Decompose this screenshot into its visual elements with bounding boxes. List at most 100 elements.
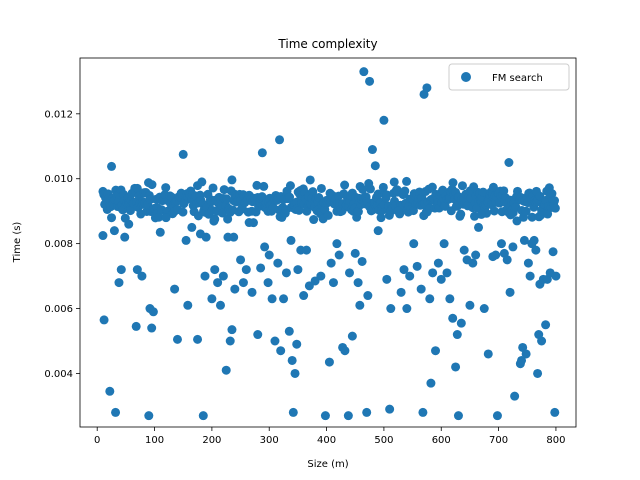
data-point — [519, 235, 529, 245]
data-point — [178, 149, 188, 159]
data-point — [376, 213, 386, 223]
data-point — [181, 235, 191, 245]
data-point — [244, 218, 254, 228]
data-point — [408, 206, 418, 216]
data-point — [290, 368, 300, 378]
data-point — [131, 321, 141, 331]
data-point — [370, 161, 380, 171]
data-point — [225, 336, 235, 346]
x-tick-label: 0 — [94, 435, 100, 446]
data-point — [109, 226, 119, 236]
data-point — [116, 265, 126, 275]
data-point — [457, 181, 467, 191]
data-point — [491, 250, 501, 260]
data-point — [442, 268, 452, 278]
data-point — [147, 323, 157, 333]
data-point — [287, 355, 297, 365]
data-point — [172, 334, 182, 344]
data-point — [222, 194, 232, 204]
data-point — [309, 215, 319, 225]
data-point — [105, 386, 115, 396]
data-point — [502, 255, 512, 265]
data-point — [456, 318, 466, 328]
data-point — [276, 346, 286, 356]
series-fm-search-dense-band — [98, 175, 560, 228]
data-point — [382, 190, 392, 200]
data-point — [323, 210, 333, 220]
data-point — [550, 203, 560, 213]
series-fm-search-points — [98, 67, 561, 421]
data-point — [170, 284, 180, 294]
data-point — [433, 258, 443, 268]
data-point — [367, 145, 377, 155]
data-point — [99, 315, 109, 325]
data-point — [386, 304, 396, 314]
data-point — [275, 135, 285, 145]
data-point — [431, 346, 441, 356]
data-point — [474, 222, 484, 232]
data-point — [334, 250, 344, 260]
data-point — [294, 205, 304, 215]
data-point — [350, 248, 360, 258]
data-point — [288, 407, 298, 417]
data-point — [257, 148, 267, 158]
data-point — [320, 411, 330, 421]
data-point — [286, 235, 296, 245]
data-point — [132, 265, 142, 275]
data-point — [483, 349, 493, 359]
data-point — [256, 263, 266, 273]
data-point — [365, 76, 375, 86]
data-point — [161, 213, 171, 223]
data-point — [362, 407, 372, 417]
data-point — [332, 239, 342, 249]
data-point — [445, 294, 455, 304]
x-tick-label: 400 — [317, 435, 336, 446]
data-point — [200, 271, 210, 281]
data-point — [499, 186, 509, 196]
data-point — [299, 291, 309, 301]
data-point — [120, 232, 130, 242]
data-point — [201, 232, 211, 242]
data-point — [448, 178, 458, 188]
data-point — [125, 206, 135, 216]
data-point — [465, 300, 475, 310]
data-point — [324, 357, 334, 367]
data-point — [452, 330, 462, 340]
data-point — [198, 411, 208, 421]
data-point — [512, 216, 522, 226]
data-point — [508, 242, 518, 252]
data-point — [468, 258, 478, 268]
data-point — [326, 258, 336, 268]
data-point — [363, 291, 373, 301]
data-point — [416, 284, 426, 294]
data-point — [548, 247, 558, 257]
data-point — [279, 294, 289, 304]
data-point — [396, 287, 406, 297]
legend: FM search — [448, 63, 570, 91]
data-point — [382, 274, 392, 284]
data-point — [521, 349, 531, 359]
data-point — [161, 183, 171, 193]
data-point — [207, 294, 217, 304]
data-point — [218, 271, 228, 281]
data-point — [504, 158, 514, 168]
data-point — [459, 245, 469, 255]
data-point — [426, 378, 436, 388]
data-point — [439, 239, 449, 249]
data-point — [293, 265, 303, 275]
data-point — [428, 268, 438, 278]
data-point — [210, 214, 220, 224]
data-point — [147, 180, 157, 190]
data-point — [523, 258, 533, 268]
data-point — [402, 304, 412, 314]
data-point — [379, 115, 389, 125]
data-point — [114, 278, 124, 288]
data-point — [378, 182, 388, 192]
data-point — [537, 336, 547, 346]
data-point — [213, 278, 223, 288]
data-point — [124, 219, 134, 229]
data-point — [345, 268, 355, 278]
y-tick-label: 0.006 — [44, 304, 73, 315]
data-point — [264, 250, 274, 260]
